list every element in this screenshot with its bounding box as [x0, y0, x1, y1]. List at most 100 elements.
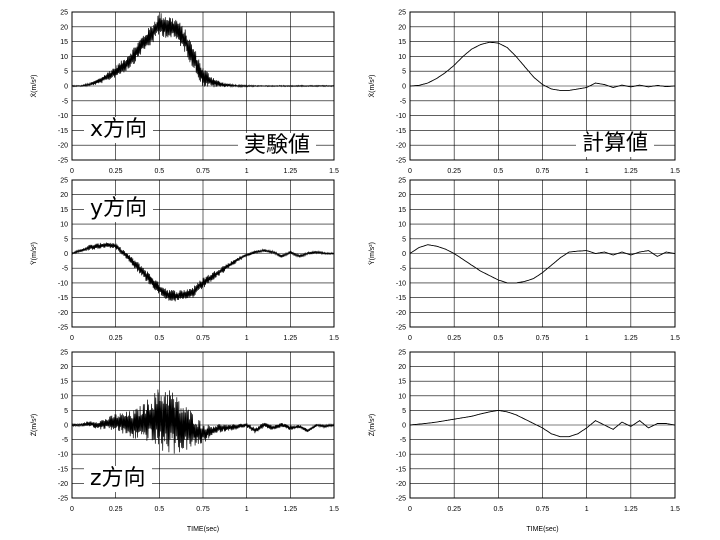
x-tick-label: 0.25 [447, 506, 461, 513]
y-tick-label: 20 [398, 24, 406, 31]
x-tick-label: 1.5 [670, 335, 680, 342]
y-tick-label: -15 [58, 295, 68, 302]
x-tick-label: 0.5 [493, 168, 503, 175]
y-tick-label: -10 [58, 452, 68, 459]
series-line [409, 409, 676, 438]
y-axis-label: Z̈(m/s²) [30, 414, 38, 437]
y-tick-label: 10 [60, 393, 68, 400]
y-tick-label: -15 [58, 128, 68, 135]
y-tick-label: 0 [64, 423, 68, 430]
y-tick-label: 0 [402, 84, 406, 91]
x-tick-label: 0.75 [196, 506, 210, 513]
x-tick-label: 0.5 [154, 168, 164, 175]
y-axis-label: Ÿ(m/s²) [368, 242, 376, 265]
y-tick-label: 25 [398, 350, 406, 357]
x-tick-label: 0.5 [493, 335, 503, 342]
y-tick-label: -20 [396, 481, 406, 488]
series-line [409, 244, 676, 284]
x-tick-label: 1.25 [284, 168, 298, 175]
x-tick-label: 0 [408, 168, 412, 175]
label-y-direction: y方向 [84, 196, 154, 222]
y-tick-label: -15 [58, 466, 68, 473]
y-tick-label: -5 [62, 98, 68, 105]
x-tick-label: 0.75 [536, 335, 550, 342]
x-tick-label: 0.25 [447, 335, 461, 342]
y-tick-label: 10 [60, 54, 68, 61]
x-tick-label: 0.25 [109, 506, 123, 513]
y-tick-label: -5 [62, 437, 68, 444]
x-tick-label: 1.5 [329, 506, 339, 513]
label-calculated: 計算値 [576, 131, 655, 157]
x-tick-label: 1 [585, 335, 589, 342]
y-axis-label: Z̈(m/s²) [368, 414, 376, 437]
y-tick-label: -25 [396, 496, 406, 503]
y-tick-label: -5 [400, 98, 406, 105]
y-tick-label: -10 [396, 452, 406, 459]
y-tick-label: 25 [60, 10, 68, 17]
x-tick-label: 1.25 [624, 506, 638, 513]
x-tick-label: 1.5 [670, 168, 680, 175]
y-tick-label: 5 [64, 236, 68, 243]
y-tick-label: -10 [396, 280, 406, 287]
y-tick-label: -25 [58, 496, 68, 503]
x-tick-label: 0.25 [447, 168, 461, 175]
x-tick-label: 0 [70, 335, 74, 342]
y-tick-label: 25 [60, 178, 68, 185]
y-tick-label: 20 [60, 24, 68, 31]
y-tick-label: 10 [398, 222, 406, 229]
y-tick-label: -5 [400, 437, 406, 444]
y-tick-label: -25 [396, 158, 406, 165]
x-tick-label: 1.5 [670, 506, 680, 513]
series-line [71, 389, 335, 454]
y-tick-label: 15 [60, 39, 68, 46]
series-line [71, 242, 335, 302]
y-tick-label: -5 [400, 266, 406, 273]
y-tick-label: 15 [398, 207, 406, 214]
x-tick-label: 0.75 [536, 168, 550, 175]
y-tick-label: 20 [60, 364, 68, 371]
x-tick-label: 1.25 [284, 506, 298, 513]
y-tick-label: 25 [398, 178, 406, 185]
x-tick-label: 0.25 [109, 168, 123, 175]
y-tick-label: 10 [398, 393, 406, 400]
y-tick-label: 10 [398, 54, 406, 61]
y-axis-label: Ÿ(m/s²) [30, 242, 38, 265]
label-experimental: 実験値 [238, 133, 317, 159]
x-tick-label: 0 [70, 168, 74, 175]
y-tick-label: 5 [402, 69, 406, 76]
y-tick-label: 5 [402, 408, 406, 415]
y-tick-label: 15 [398, 379, 406, 386]
x-tick-label: 1 [245, 168, 249, 175]
x-tick-label: 0.5 [154, 335, 164, 342]
y-tick-label: -25 [58, 158, 68, 165]
y-tick-label: 20 [398, 192, 406, 199]
y-tick-label: 15 [60, 379, 68, 386]
y-tick-label: -5 [62, 266, 68, 273]
y-axis-label: Ẍ(m/s²) [368, 75, 376, 98]
series-line [409, 41, 676, 91]
x-axis-label: TIME(sec) [526, 526, 558, 533]
y-tick-label: 25 [398, 10, 406, 17]
y-tick-label: 25 [60, 350, 68, 357]
y-tick-label: 5 [64, 69, 68, 76]
y-tick-label: 20 [398, 364, 406, 371]
x-tick-label: 1.5 [329, 168, 339, 175]
x-tick-label: 0 [408, 506, 412, 513]
x-tick-label: 0.25 [109, 335, 123, 342]
x-tick-label: 1.25 [624, 168, 638, 175]
y-tick-label: 15 [398, 39, 406, 46]
x-tick-label: 1 [245, 335, 249, 342]
x-tick-label: 0.75 [196, 168, 210, 175]
x-tick-label: 1 [585, 506, 589, 513]
y-tick-label: 0 [64, 251, 68, 258]
x-tick-label: 1.25 [624, 335, 638, 342]
y-tick-label: 0 [402, 251, 406, 258]
y-tick-label: -10 [396, 113, 406, 120]
y-tick-label: 0 [64, 84, 68, 91]
